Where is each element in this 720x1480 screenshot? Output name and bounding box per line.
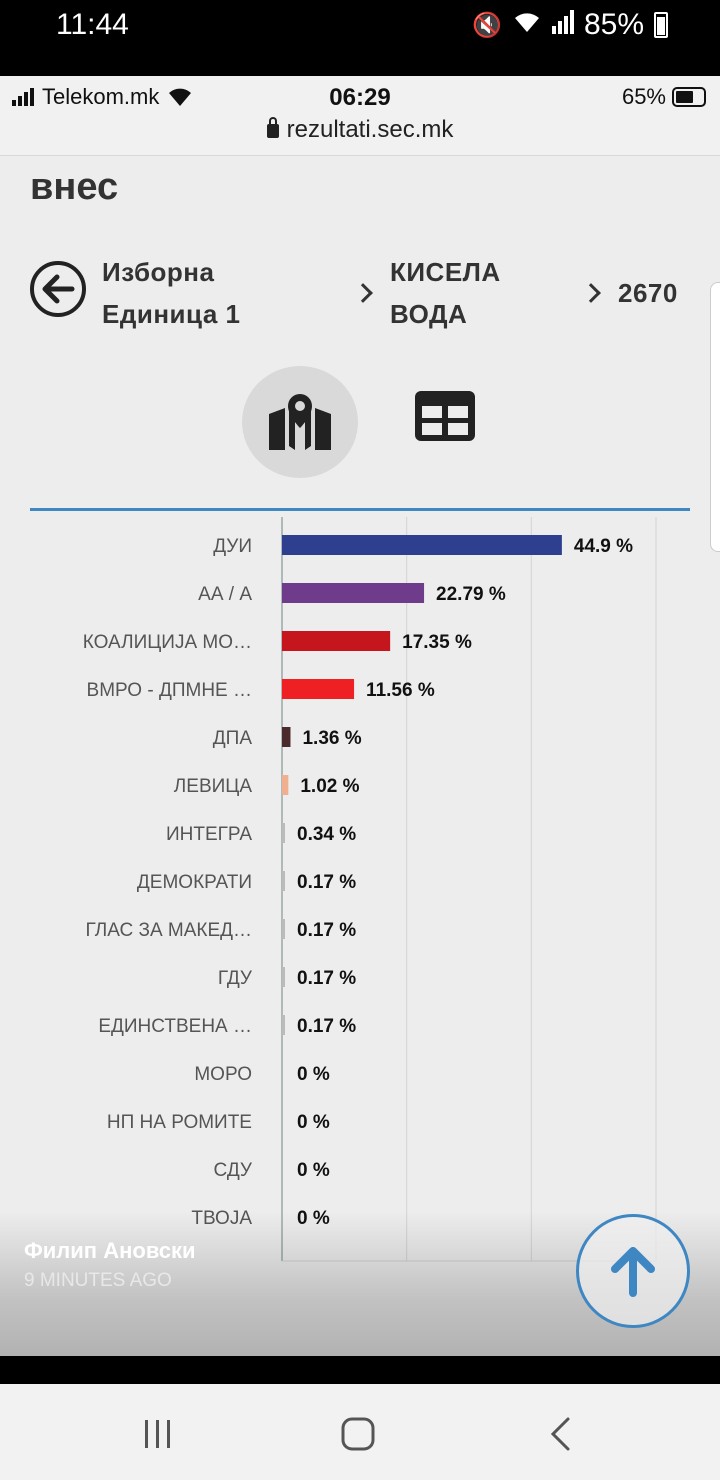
screenshot-area: Telekom.mk 06:29 65% rezultati.sec.mk вн… [0, 76, 720, 1356]
browser-battery-percent: 65% [621, 84, 666, 109]
category-label: ГДУ [218, 968, 253, 989]
battery-icon [654, 12, 668, 38]
breadcrumb-municipality[interactable]: КИСЕЛА ВОДА [390, 257, 501, 329]
table-icon [415, 391, 475, 441]
value-label: 0.17 % [297, 920, 356, 941]
value-label: 0.34 % [297, 824, 356, 845]
carrier-name: Telekom.mk [42, 84, 160, 109]
browser-status-bar: Telekom.mk 06:29 65% rezultati.sec.mk [0, 76, 720, 156]
category-label: КОАЛИЦИЈА МО… [83, 632, 252, 653]
bar[interactable] [282, 919, 285, 939]
value-label: 0 % [297, 1160, 330, 1181]
outer-clock: 11:44 [56, 8, 129, 41]
value-label: 1.36 % [302, 728, 361, 749]
value-label: 0.17 % [297, 1016, 356, 1037]
post-time: 9 MINUTES AGO [24, 1270, 172, 1291]
url-bar[interactable]: rezultati.sec.mk [0, 116, 720, 144]
signal-bars-icon [12, 88, 34, 106]
wifi-icon [512, 10, 542, 41]
map-view-toggle[interactable] [242, 366, 358, 478]
wifi-icon [169, 88, 192, 106]
category-label: СДУ [214, 1160, 253, 1181]
outer-status-bar: 11:44 🔇 85% [0, 0, 720, 76]
home-icon [341, 1417, 375, 1451]
value-label: 44.9 % [574, 536, 633, 557]
back-nav-button[interactable] [530, 1404, 590, 1464]
home-button[interactable] [328, 1404, 388, 1464]
chevron-left-icon [550, 1417, 570, 1451]
value-label: 0.17 % [297, 872, 356, 893]
category-label: МОРО [194, 1064, 252, 1085]
bar[interactable] [282, 631, 391, 651]
bar[interactable] [282, 967, 285, 987]
battery-icon [672, 87, 706, 107]
browser-clock: 06:29 [329, 84, 391, 111]
outer-status-icons: 🔇 85% [472, 8, 668, 42]
value-label: 22.79 % [436, 584, 506, 605]
map-pin-icon [269, 394, 331, 450]
value-label: 1.02 % [300, 776, 359, 797]
category-label: ДЕМОКРАТИ [137, 872, 252, 893]
bar[interactable] [282, 1015, 285, 1035]
bar[interactable] [282, 871, 285, 891]
value-label: 0.17 % [297, 968, 356, 989]
cell-signal-icon [551, 8, 574, 42]
breadcrumb-polling-station[interactable]: 2670 [618, 278, 678, 308]
carrier: Telekom.mk [12, 84, 193, 110]
category-label: ВМРО - ДПМНЕ … [87, 680, 252, 701]
value-label: 0 % [297, 1064, 330, 1085]
arrow-left-icon [42, 274, 75, 304]
mute-icon: 🔇 [472, 11, 502, 39]
chart-svg: ДУИ 44.9 % АА / А 22.79 % КОАЛИЦИЈА МО… 17.35… [83, 517, 657, 1262]
category-label: ГЛАС ЗА МАКЕД… [86, 920, 252, 941]
bar[interactable] [282, 823, 285, 843]
category-label: ЛЕВИЦА [174, 776, 253, 797]
category-label: ДУИ [213, 536, 252, 557]
bar[interactable] [282, 679, 355, 699]
bar[interactable] [282, 535, 562, 555]
category-label: НП НА РОМИТЕ [107, 1112, 252, 1133]
breadcrumb-electoral-unit[interactable]: Изборна Единица 1 [102, 257, 241, 329]
android-nav-bar [0, 1384, 720, 1480]
outer-battery-percent: 85% [583, 8, 644, 41]
category-label: АА / А [198, 584, 252, 605]
recent-apps-icon [145, 1420, 170, 1448]
page-heading: внес [30, 166, 119, 208]
lock-icon [266, 117, 279, 138]
table-view-toggle[interactable] [410, 386, 480, 446]
recent-apps-button[interactable] [128, 1404, 188, 1464]
value-label: 11.56 % [366, 680, 435, 701]
value-label: 17.35 % [402, 632, 472, 653]
category-label: ИНТЕГРА [166, 824, 252, 845]
back-button[interactable] [30, 261, 86, 317]
category-label: ТВОЈА [191, 1208, 252, 1229]
category-label: ЕДИНСТВЕНА … [98, 1016, 252, 1037]
scroll-top-button[interactable] [576, 1214, 690, 1328]
bar[interactable] [282, 583, 425, 603]
url-text: rezultati.sec.mk [286, 116, 454, 143]
arrow-up-icon [611, 1247, 655, 1297]
chevron-right-icon [581, 283, 601, 303]
edge-panel-handle[interactable] [710, 282, 720, 552]
bar[interactable] [282, 727, 291, 747]
value-label: 0 % [297, 1208, 330, 1229]
browser-battery: 65% [622, 84, 706, 110]
results-bar-chart: ДУИ 44.9 % АА / А 22.79 % КОАЛИЦИЈА МО… 17.35… [30, 508, 690, 1288]
bar[interactable] [282, 775, 289, 795]
chevron-right-icon [353, 283, 373, 303]
category-label: ДПА [213, 728, 253, 749]
post-author[interactable]: Филип Ановски [24, 1238, 196, 1263]
results-page: внес Изборна Единица 1 КИСЕЛА ВОДА 2670 [0, 156, 720, 1356]
value-label: 0 % [297, 1112, 330, 1133]
